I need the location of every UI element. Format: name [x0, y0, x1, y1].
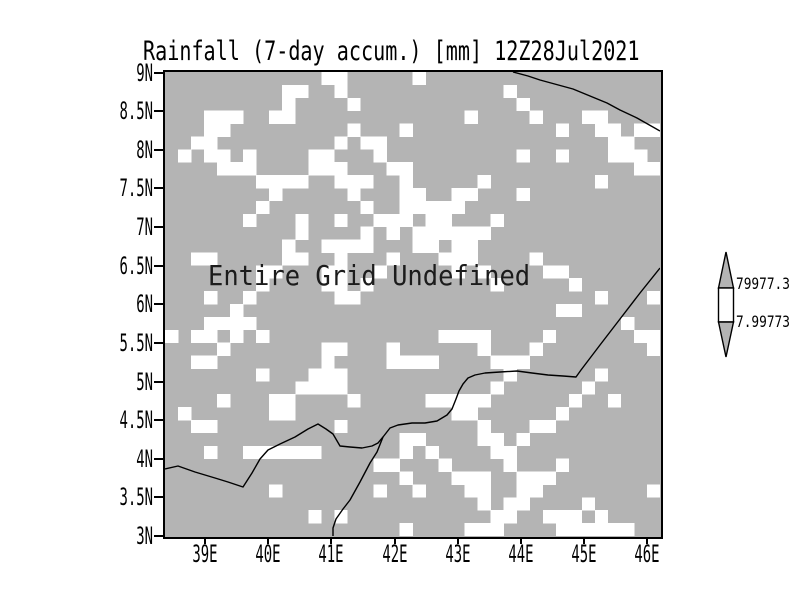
- lat-tick: [154, 264, 165, 267]
- lat-tick: [154, 457, 165, 460]
- lon-tick: [520, 537, 522, 544]
- lat-tick: [154, 303, 165, 306]
- lon-tick: [646, 537, 649, 544]
- lat-tick: [154, 419, 165, 422]
- map-boundary-lines: [164, 72, 660, 537]
- lon-tick: [330, 537, 333, 544]
- colorbar-box: [717, 287, 735, 323]
- lat-tick: [154, 341, 165, 344]
- lat-tick: [154, 110, 165, 113]
- lat-tick-label: 7.5N: [119, 174, 153, 203]
- lon-tick: [393, 537, 396, 544]
- map-plot-area: [162, 70, 663, 539]
- undefined-grid-message: Entire Grid Undefined: [208, 259, 531, 292]
- lon-tick: [456, 537, 459, 544]
- colorbar-bottom-arrow: [717, 321, 735, 358]
- river-line: [331, 436, 384, 537]
- lat-tick-label: 6.5N: [119, 251, 153, 280]
- lat-tick: [154, 535, 165, 537]
- lat-tick-label: 3N: [136, 522, 153, 550]
- lat-tick-label: 9N: [136, 58, 153, 87]
- lon-tick-label: 40E: [255, 540, 281, 568]
- lat-tick-label: 4N: [136, 444, 153, 473]
- lat-tick-label: 4.5N: [119, 406, 153, 435]
- colorbar-min-label: 7.99773: [736, 312, 790, 331]
- lat-tick-label: 3.5N: [119, 483, 153, 512]
- map-drawing: [164, 72, 660, 537]
- main-boundary-line: [164, 267, 660, 488]
- lat-tick: [154, 187, 165, 190]
- colorbar-max-label: 79977.3: [736, 274, 790, 293]
- lat-tick-label: 7N: [136, 213, 153, 241]
- north-coast-line: [512, 72, 660, 132]
- lat-tick: [154, 496, 165, 499]
- lat-tick-label: 8.5N: [119, 97, 153, 126]
- lon-tick-label: 43E: [445, 540, 471, 568]
- lat-tick: [154, 226, 165, 228]
- undef-speckle-pattern: [164, 72, 660, 537]
- colorbar-top-arrow: [717, 251, 735, 289]
- lat-tick-label: 5N: [136, 367, 153, 396]
- lon-tick-label: 41E: [318, 540, 344, 568]
- lat-tick-label: 8N: [136, 135, 153, 164]
- lat-tick-label: 6N: [136, 290, 153, 319]
- plot-title: Rainfall (7-day accum.) [mm] 12Z28Jul202…: [143, 36, 640, 67]
- lat-tick: [154, 148, 165, 151]
- lon-tick-label: 44E: [508, 540, 534, 568]
- lon-tick-label: 39E: [192, 540, 218, 568]
- lon-tick: [267, 537, 270, 544]
- lon-tick: [204, 537, 206, 544]
- lat-tick: [154, 380, 165, 383]
- colorbar: [717, 251, 735, 358]
- lat-tick-label: 5.5N: [119, 328, 153, 357]
- lon-tick-label: 45E: [571, 540, 597, 568]
- lat-tick: [154, 71, 165, 74]
- lon-tick: [583, 537, 586, 544]
- lon-tick-label: 42E: [382, 540, 408, 568]
- lon-tick-label: 46E: [634, 540, 660, 568]
